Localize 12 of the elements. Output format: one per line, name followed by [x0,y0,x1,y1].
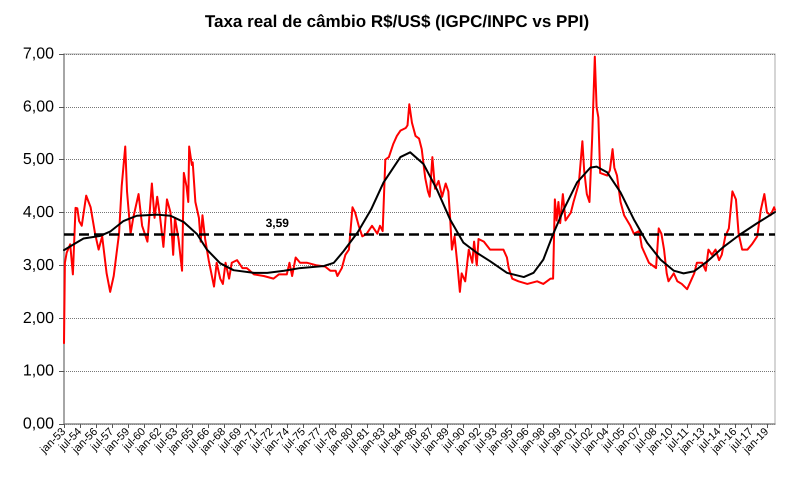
y-tick-label: 2,00 [22,310,54,327]
line-series [63,56,776,344]
y-tick-label: 1,00 [22,362,54,380]
y-tick-label: 4,00 [22,204,54,222]
y-tick-label: 5,00 [22,151,54,168]
ref-line-label: 3,59 [266,216,290,230]
y-tick-label: 0,00 [22,416,54,432]
y-tick-label: 6,00 [22,98,54,116]
chart-title: Taxa real de câmbio R$/US$ (IGPC/INPC vs PPI) [204,12,590,31]
line-series [63,151,776,278]
y-tick-label: 3,00 [22,256,54,274]
y-tick-label: 7,00 [22,46,54,62]
